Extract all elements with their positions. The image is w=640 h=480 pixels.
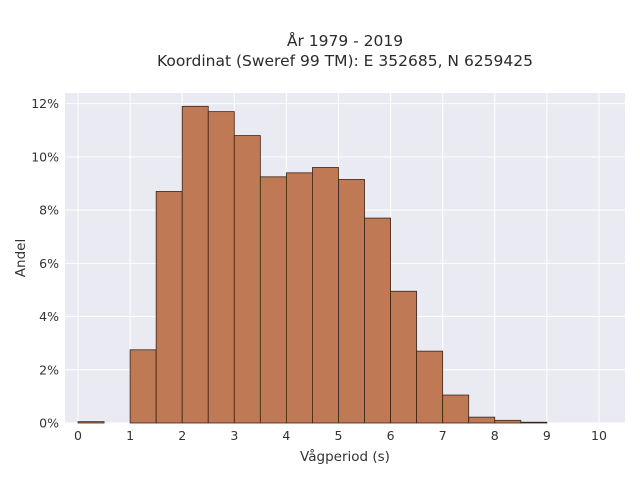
y-axis-label: Andel <box>13 239 29 277</box>
histogram-bar <box>181 105 209 424</box>
x-tick-label: 8 <box>491 428 499 443</box>
histogram-bar <box>338 179 365 424</box>
histogram-bar <box>494 419 522 424</box>
x-tick-label: 0 <box>74 428 82 443</box>
x-axis-label: Vågperiod (s) <box>300 448 390 465</box>
x-tick-label: 7 <box>439 428 447 443</box>
y-tick-label: 6% <box>39 256 59 271</box>
histogram-bar <box>155 191 183 424</box>
y-tick-label: 8% <box>39 203 59 218</box>
histogram-bar <box>129 349 157 424</box>
y-tick-labels: 0% 2% 4% 6% 8% 10% 12% <box>31 96 59 430</box>
y-tick-label: 12% <box>31 96 59 111</box>
histogram-bar <box>364 217 391 424</box>
histogram-bar <box>233 135 261 424</box>
x-tick-label: 9 <box>543 428 551 443</box>
x-tick-label: 3 <box>230 428 238 443</box>
histogram-bar <box>259 176 287 424</box>
x-tick-label: 5 <box>335 428 343 443</box>
x-tick-label: 2 <box>178 428 186 443</box>
chart-title: År 1979 - 2019 <box>287 31 403 50</box>
histogram-bar <box>285 172 313 424</box>
histogram-bar <box>77 421 105 424</box>
histogram-bar <box>207 111 235 424</box>
histogram-bar <box>390 290 418 424</box>
x-tick-label: 4 <box>282 428 290 443</box>
histogram-bar <box>468 416 496 424</box>
y-tick-label: 4% <box>39 309 59 324</box>
chart-subtitle: Koordinat (Sweref 99 TM): E 352685, N 62… <box>157 52 533 70</box>
histogram-bar <box>312 167 339 424</box>
y-tick-label: 0% <box>39 416 59 431</box>
bars <box>77 105 548 424</box>
x-tick-label: 6 <box>387 428 395 443</box>
histogram-bar <box>442 394 470 424</box>
histogram-bar <box>416 350 444 424</box>
y-tick-label: 10% <box>31 149 59 164</box>
x-tick-labels: 0 1 2 3 4 5 6 7 8 9 10 <box>74 428 607 443</box>
x-tick-label: 10 <box>591 428 607 443</box>
x-tick-label: 1 <box>126 428 134 443</box>
histogram-bar <box>520 421 548 424</box>
y-tick-label: 2% <box>39 362 59 377</box>
